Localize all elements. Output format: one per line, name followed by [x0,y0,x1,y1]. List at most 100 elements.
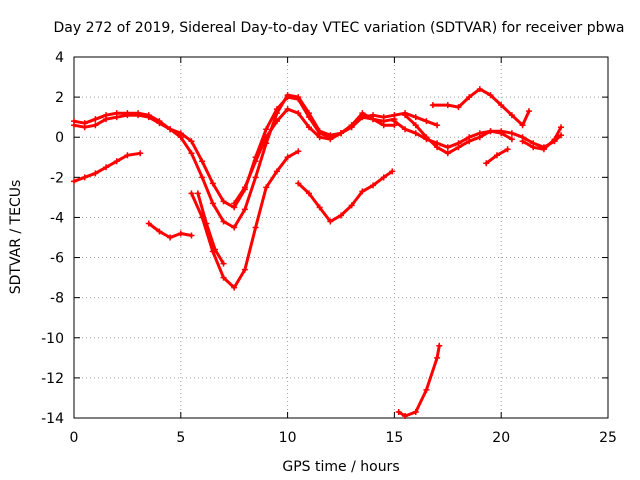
data-point-plus [305,124,312,131]
data-point-plus [177,134,184,141]
data-point-plus [493,152,500,159]
data-point-plus [402,112,409,119]
data-point-plus [135,110,142,117]
data-point-plus [359,188,366,195]
data-point-plus [92,170,99,177]
data-point-plus [211,246,218,253]
data-point-plus [199,158,206,165]
series-sat-j [402,112,515,157]
data-point-plus [103,164,110,171]
data-point-plus [188,232,195,239]
y-tick-label: 2 [55,90,64,106]
data-point-plus [273,168,280,175]
data-point-plus [466,138,473,145]
data-point-plus [530,144,537,151]
series-sat-g [231,106,398,207]
data-point-plus [252,224,259,231]
y-axis-label: SDTVAR / TECUs [8,180,24,295]
data-point-plus [194,190,201,197]
data-point-plus [429,102,436,109]
data-point-plus [231,284,238,291]
data-point-plus [71,178,77,185]
data-point-plus [466,94,473,101]
data-point-plus [434,144,441,151]
data-point-plus [263,134,270,141]
data-point-plus [402,412,409,419]
data-point-plus [295,94,302,101]
data-point-plus [137,150,144,157]
data-point-plus [487,92,494,99]
data-point-plus [209,180,216,187]
data-point-plus [273,110,280,117]
y-tick-label: -12 [41,371,64,387]
data-point-plus [455,104,462,111]
data-point-plus [519,138,526,145]
data-point-plus [203,220,210,227]
data-point-plus [295,148,302,155]
data-point-plus [316,204,323,211]
data-point-plus [156,228,163,235]
data-point-plus [444,150,451,157]
data-point-plus [508,136,515,143]
data-point-plus [145,112,152,119]
series-trace [431,87,531,127]
data-point-plus [370,182,377,189]
y-tick-label: 0 [55,130,64,146]
data-point-plus [167,126,174,133]
data-point-plus [395,408,402,415]
data-point-plus [209,200,216,207]
chart-title: Day 272 of 2019, Sidereal Day-to-day VTE… [53,20,624,36]
data-point-plus [359,114,366,121]
data-point-plus [241,206,248,213]
data-point-plus [525,108,532,115]
data-point-plus [124,152,131,159]
data-point-plus [498,102,505,109]
data-point-plus [316,134,323,141]
data-point-plus [455,144,462,151]
data-point-plus [92,116,99,123]
data-point-plus [252,158,259,165]
series-sat-h [295,168,396,225]
data-point-plus [188,190,195,197]
data-point-plus [380,118,387,125]
data-point-plus [412,408,419,415]
x-tick-label: 20 [492,430,510,446]
y-tick-label: -14 [41,411,64,427]
y-tick-label: -2 [50,170,64,186]
x-tick-label: 15 [385,430,403,446]
data-point-plus [444,102,451,109]
data-point-plus [220,260,227,267]
data-point-plus [284,154,291,161]
data-point-plus [389,168,396,175]
series-sat-d [145,220,195,241]
y-tick-label: -4 [50,210,64,226]
data-point-plus [476,134,483,141]
data-point-plus [498,130,505,137]
data-point-plus [423,134,430,141]
data-point-plus [252,174,259,181]
data-point-plus [423,386,430,393]
data-point-plus [273,118,280,125]
data-point-plus [412,114,419,121]
series-trace [296,169,394,223]
y-tick-label: -8 [50,291,64,307]
data-point-plus [124,110,131,117]
data-point-plus [305,110,312,117]
data-point-plus [338,130,344,137]
data-point-plus [316,128,323,135]
data-point-plus [391,118,398,125]
data-point-plus [220,274,227,281]
data-point-plus [231,200,238,207]
data-point-plus [145,220,152,227]
data-point-plus [199,174,206,181]
data-series [71,86,565,419]
data-point-plus [263,184,270,191]
data-point-plus [487,128,494,135]
x-tick-label: 10 [279,430,297,446]
data-point-plus [220,198,227,205]
data-point-plus [113,110,120,117]
data-point-plus [167,234,174,241]
data-point-plus [519,122,526,129]
data-point-plus [558,132,565,139]
data-point-plus [444,144,451,151]
